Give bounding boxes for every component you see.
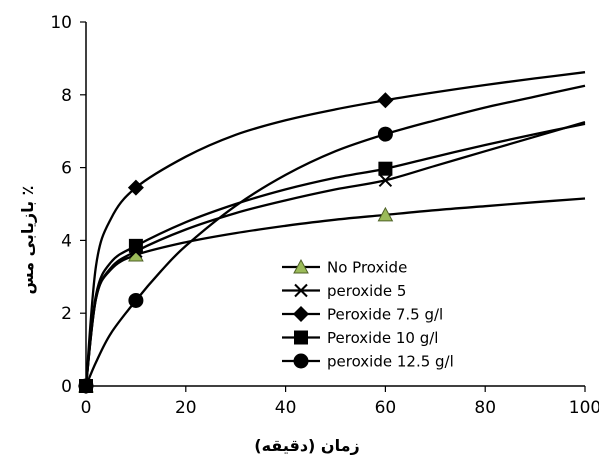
data-point: [378, 173, 393, 188]
x-tick-label: 100: [569, 398, 599, 418]
legend-item: peroxide 12.5 g/l: [282, 353, 454, 371]
x-axis-title: زمان (دقیقه): [254, 436, 359, 455]
legend-label: Peroxide 7.5 g/l: [327, 306, 443, 324]
y-axis-title: بازیابی مس ٪: [18, 186, 37, 295]
legend: No Proxide peroxide 5 Peroxide 7.5 g/l Pero…: [282, 259, 454, 371]
y-tick-label: 0: [61, 377, 72, 397]
legend-item: Peroxide 7.5 g/l: [282, 306, 443, 324]
legend-label: Peroxide 10 g/l: [327, 329, 438, 347]
plot-area: [78, 71, 586, 394]
series-line: [84, 84, 586, 387]
legend-item: peroxide 5: [282, 282, 406, 300]
x-tick-label: 40: [275, 398, 297, 418]
axes: 0 20 40 60 80 100 0 2 4 6 8 10: [50, 13, 599, 418]
legend-label: No Proxide: [327, 259, 407, 277]
data-point: [377, 206, 394, 222]
y-tick-label: 4: [61, 231, 72, 251]
data-point: [128, 238, 143, 253]
y-tick-label: 10: [50, 13, 72, 33]
series-line: [84, 71, 586, 387]
x-tick-label: 80: [474, 398, 496, 418]
legend-marker: [293, 306, 309, 322]
legend-label: peroxide 12.5 g/l: [327, 353, 454, 371]
x-tick-label: 60: [375, 398, 397, 418]
series-1: [79, 120, 586, 393]
series-line: [84, 122, 586, 387]
data-point: [127, 179, 144, 196]
data-point-stroke-b: [378, 173, 393, 188]
y-tick-label: 6: [61, 159, 72, 179]
legend-marker: [294, 283, 308, 298]
data-point: [377, 92, 394, 109]
x-tick-label: 20: [175, 398, 197, 418]
data-point: [128, 292, 144, 308]
legend-item: Peroxide 10 g/l: [282, 329, 438, 347]
data-point: [377, 126, 393, 142]
x-tick-label: 0: [81, 398, 92, 418]
y-tick-label: 2: [61, 304, 72, 324]
data-point: [378, 161, 393, 176]
legend-label: peroxide 5: [327, 282, 406, 300]
legend-item: No Proxide: [282, 259, 407, 277]
y-tick-label: 8: [61, 86, 72, 106]
series-line: [84, 120, 586, 387]
legend-marker: [293, 353, 309, 369]
legend-marker: [293, 258, 309, 274]
series-4: [78, 84, 586, 394]
legend-marker-stroke-b: [294, 283, 308, 298]
legend-marker: [294, 330, 308, 345]
